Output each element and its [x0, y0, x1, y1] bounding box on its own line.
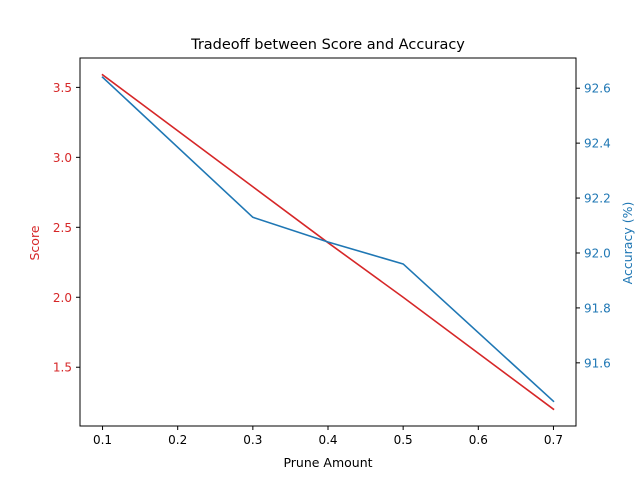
chart-title: Tradeoff between Score and Accuracy: [190, 37, 465, 53]
right-y-tick-label: 92.6: [584, 82, 611, 96]
x-tick-label: 0.6: [469, 433, 488, 447]
left-y-tick-label: 1.5: [53, 361, 72, 375]
right-y-axis-label: Accuracy (%): [620, 202, 635, 285]
right-y-tick-label: 92.4: [584, 137, 611, 151]
x-tick-label: 0.4: [318, 433, 337, 447]
left-y-axis-label: Score: [27, 225, 42, 260]
right-y-tick-label: 92.0: [584, 246, 611, 260]
left-y-tick-label: 2.5: [53, 221, 72, 235]
accuracy-series-line: [101, 76, 555, 403]
x-axis: 0.1 0.2 0.3 0.4 0.5 0.6 0.7: [93, 426, 563, 447]
x-tick-label: 0.5: [394, 433, 413, 447]
right-y-axis: 91.6 91.8 92.0 92.2 92.4 92.6: [576, 82, 611, 370]
series-layer: [101, 73, 555, 411]
x-tick-label: 0.2: [168, 433, 187, 447]
right-y-tick-label: 91.8: [584, 301, 611, 315]
x-tick-label: 0.3: [243, 433, 262, 447]
left-y-tick-label: 3.0: [53, 151, 72, 165]
right-y-tick-label: 92.2: [584, 192, 611, 206]
x-tick-label: 0.1: [93, 433, 112, 447]
left-y-tick-label: 3.5: [53, 81, 72, 95]
right-y-tick-label: 91.6: [584, 356, 611, 370]
left-y-tick-label: 2.0: [53, 291, 72, 305]
x-axis-label: Prune Amount: [283, 455, 372, 470]
x-tick-label: 0.7: [544, 433, 563, 447]
left-y-axis: 1.5 2.0 2.5 3.0 3.5: [53, 81, 80, 375]
